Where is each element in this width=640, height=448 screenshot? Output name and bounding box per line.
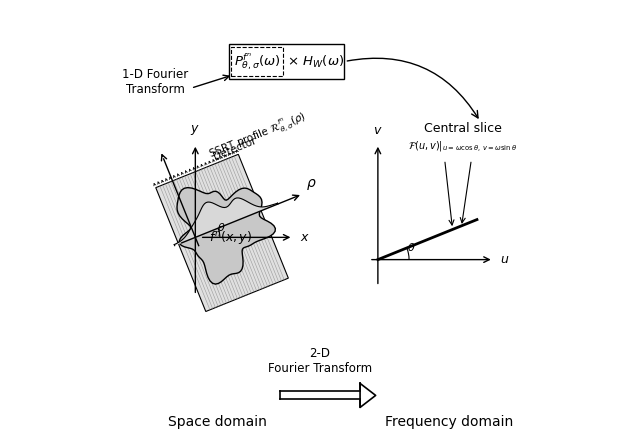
Text: Central slice: Central slice <box>424 122 501 135</box>
Text: $\theta$: $\theta$ <box>218 221 226 233</box>
Text: $P_{\theta,\sigma}^{f^n}(\omega)$: $P_{\theta,\sigma}^{f^n}(\omega)$ <box>234 51 281 72</box>
Text: 2-D
Fourier Transform: 2-D Fourier Transform <box>268 347 372 375</box>
Polygon shape <box>232 47 283 76</box>
Text: Detector: Detector <box>212 136 258 162</box>
Polygon shape <box>156 154 289 311</box>
Text: $y$: $y$ <box>191 123 200 137</box>
Text: $\times\ H_W(\omega)$: $\times\ H_W(\omega)$ <box>287 53 344 69</box>
Text: Space domain: Space domain <box>168 415 267 429</box>
Text: $\mathcal{F}(u,v)|_{u=\omega\cos\theta,\, v=\omega\sin\theta}$: $\mathcal{F}(u,v)|_{u=\omega\cos\theta,\… <box>408 139 517 154</box>
Polygon shape <box>174 198 278 246</box>
Polygon shape <box>177 188 275 284</box>
Text: $\rho$: $\rho$ <box>306 177 317 192</box>
Polygon shape <box>360 383 376 407</box>
Text: Frequency domain: Frequency domain <box>385 415 513 429</box>
Text: $u$: $u$ <box>500 253 509 266</box>
Text: $f^n(x,y)$: $f^n(x,y)$ <box>209 229 253 246</box>
Text: $v$: $v$ <box>373 124 383 137</box>
Text: 1-D Fourier
Transform: 1-D Fourier Transform <box>122 68 188 95</box>
Text: SSRT profile $\mathcal{R}_{\theta,\sigma}^{f^n}(\rho)$: SSRT profile $\mathcal{R}_{\theta,\sigma… <box>206 108 310 164</box>
FancyArrowPatch shape <box>348 58 478 118</box>
Text: $x$: $x$ <box>300 231 310 244</box>
Text: $\theta$: $\theta$ <box>407 241 415 253</box>
Polygon shape <box>228 44 344 79</box>
